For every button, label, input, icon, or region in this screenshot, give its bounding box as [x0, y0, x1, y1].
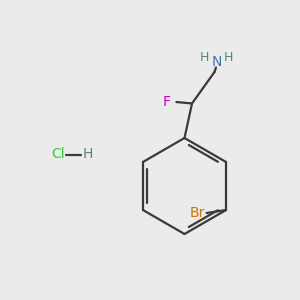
Text: Br: Br	[190, 206, 206, 220]
Text: H: H	[82, 148, 93, 161]
Text: F: F	[163, 95, 171, 109]
Text: H: H	[200, 51, 209, 64]
Text: H: H	[224, 51, 233, 64]
Text: N: N	[212, 55, 222, 68]
Text: Cl: Cl	[51, 148, 64, 161]
